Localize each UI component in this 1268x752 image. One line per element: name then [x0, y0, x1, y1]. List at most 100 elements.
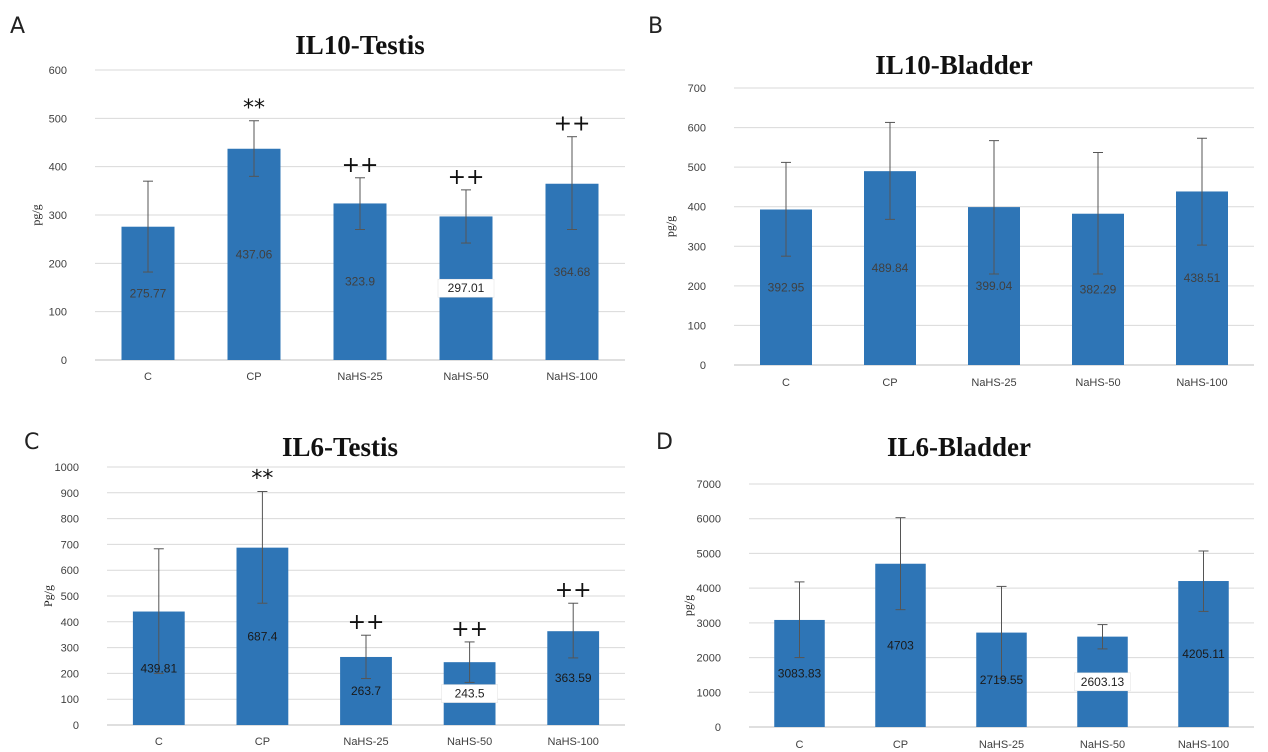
significance-marker: ++: [342, 153, 379, 178]
y-tick-label: 300: [688, 241, 706, 253]
chart-title: IL6-Bladder: [886, 432, 1032, 462]
y-tick-label: 100: [49, 307, 67, 319]
significance-marker: **: [243, 96, 265, 121]
data-label: 2719.55: [980, 673, 1024, 687]
chart-panel-a: A IL10-Testis 0 100 200 300 400 500 600 pg/g 275…: [0, 0, 634, 383]
bar-chart-il6-bladder: 0 1000 2000 3000 4000 5000 6000 7000 pg/g 3083.83…: [681, 479, 1254, 751]
y-axis-label: pg/g: [29, 204, 43, 225]
x-tick-label: NaHS-50: [443, 371, 488, 383]
y-tick-label: 100: [688, 320, 706, 332]
significance-marker: ++: [555, 578, 592, 603]
y-tick-label: 400: [49, 162, 67, 174]
data-label: 275.77: [130, 286, 167, 300]
data-label: 392.95: [768, 280, 805, 294]
y-tick-label: 0: [715, 722, 721, 734]
data-label: 4703: [887, 638, 914, 652]
bar-chart-il10-bladder: 0 100 200 300 400 500 600 700 pg/g 392.95 C 489.84 C…: [663, 83, 1254, 389]
y-tick-label: 500: [61, 591, 79, 603]
chart-title: IL10-Bladder: [875, 50, 1033, 80]
y-tick-label: 100: [61, 694, 79, 706]
chart-title: IL6-Testis: [281, 432, 399, 462]
panel-letter-c: C: [24, 430, 40, 455]
data-label: 243.5: [455, 687, 485, 701]
significance-marker: **: [251, 467, 273, 492]
y-tick-label: 4000: [697, 583, 721, 595]
x-tick-label: NaHS-50: [447, 736, 492, 748]
y-axis-label: pg/g: [681, 595, 695, 616]
x-tick-label: C: [796, 739, 804, 751]
y-tick-label: 400: [688, 202, 706, 214]
x-tick-label: C: [782, 377, 790, 389]
x-tick-label: NaHS-50: [1080, 739, 1125, 751]
panel-letter-a: A: [10, 14, 26, 39]
data-label: 2603.13: [1081, 675, 1125, 689]
x-tick-label: C: [144, 371, 152, 383]
y-tick-label: 500: [688, 162, 706, 174]
data-label: 363.59: [555, 671, 592, 685]
y-tick-label: 700: [688, 83, 706, 95]
panel-letter-b: B: [648, 14, 664, 39]
data-label: 4205.11: [1182, 647, 1225, 661]
data-label: 439.81: [140, 661, 177, 675]
data-label: 489.84: [872, 261, 909, 275]
chart-title: IL10-Testis: [295, 30, 425, 60]
x-tick-label: CP: [893, 739, 908, 751]
data-label-box: [437, 278, 495, 298]
y-tick-label: 700: [61, 539, 79, 551]
x-tick-label: C: [155, 736, 163, 748]
y-tick-label: 500: [49, 113, 67, 125]
y-tick-label: 900: [61, 488, 79, 500]
x-tick-label: CP: [882, 377, 897, 389]
x-tick-label: CP: [246, 371, 261, 383]
data-label: 382.29: [1080, 282, 1117, 296]
y-tick-label: 0: [73, 720, 79, 732]
y-tick-label: 200: [61, 668, 79, 680]
chart-panel-d: D IL6-Bladder 0 1000 2000 3000 4000 5000 6000 7…: [634, 376, 1268, 752]
data-label: 438.51: [1184, 271, 1221, 285]
y-tick-label: 200: [49, 258, 67, 270]
data-label-box: [1074, 672, 1131, 692]
y-tick-label: 800: [61, 514, 79, 526]
x-tick-label: NaHS-25: [337, 371, 382, 383]
y-tick-label: 600: [61, 565, 79, 577]
x-tick-label: CP: [255, 736, 270, 748]
significance-marker: ++: [451, 617, 488, 642]
data-label: 323.9: [345, 275, 375, 289]
x-tick-label: NaHS-100: [546, 371, 597, 383]
y-tick-label: 5000: [697, 548, 721, 560]
y-axis-label: pg/g: [663, 216, 677, 237]
y-tick-label: 0: [700, 360, 706, 372]
bar-chart-il10-testis: 0 100 200 300 400 500 600 pg/g 275.77 C 437.06 ** CP…: [29, 65, 625, 383]
y-axis-label: Pg/g: [41, 585, 55, 607]
data-label: 687.4: [247, 629, 277, 643]
significance-marker: ++: [348, 610, 385, 635]
data-label: 3083.83: [778, 666, 822, 680]
x-tick-label: NaHS-100: [548, 736, 599, 748]
x-tick-label: NaHS-25: [971, 377, 1016, 389]
y-tick-label: 0: [61, 355, 67, 367]
y-tick-label: 3000: [697, 618, 721, 630]
y-tick-label: 7000: [697, 479, 721, 491]
y-tick-label: 300: [49, 210, 67, 222]
y-tick-label: 600: [688, 123, 706, 135]
chart-panel-c: C IL6-Testis 0 100 200 300 400 500 600 700 800 90…: [0, 376, 634, 752]
x-tick-label: NaHS-25: [979, 739, 1024, 751]
x-tick-label: NaHS-100: [1176, 377, 1227, 389]
bar-cp: [227, 148, 281, 360]
x-tick-label: NaHS-50: [1075, 377, 1120, 389]
significance-marker: ++: [554, 112, 591, 137]
bar-chart-il6-testis: 0 100 200 300 400 500 600 700 800 900 1000 Pg/g 439.…: [41, 462, 625, 748]
y-tick-label: 6000: [697, 514, 721, 526]
y-tick-label: 300: [61, 643, 79, 655]
y-tick-label: 1000: [697, 687, 721, 699]
x-tick-label: NaHS-25: [343, 736, 388, 748]
data-label: 263.7: [351, 684, 381, 698]
data-label: 399.04: [976, 279, 1013, 293]
data-label: 364.68: [554, 265, 591, 279]
data-label: 297.01: [448, 281, 485, 295]
data-label: 437.06: [236, 247, 273, 261]
y-tick-label: 2000: [697, 653, 721, 665]
y-tick-label: 200: [688, 281, 706, 293]
x-tick-label: NaHS-100: [1178, 739, 1229, 751]
y-tick-label: 600: [49, 65, 67, 77]
